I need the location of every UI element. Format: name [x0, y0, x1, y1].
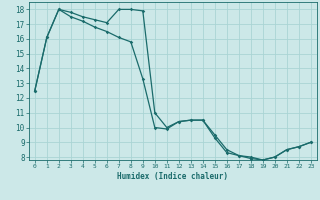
X-axis label: Humidex (Indice chaleur): Humidex (Indice chaleur): [117, 172, 228, 181]
